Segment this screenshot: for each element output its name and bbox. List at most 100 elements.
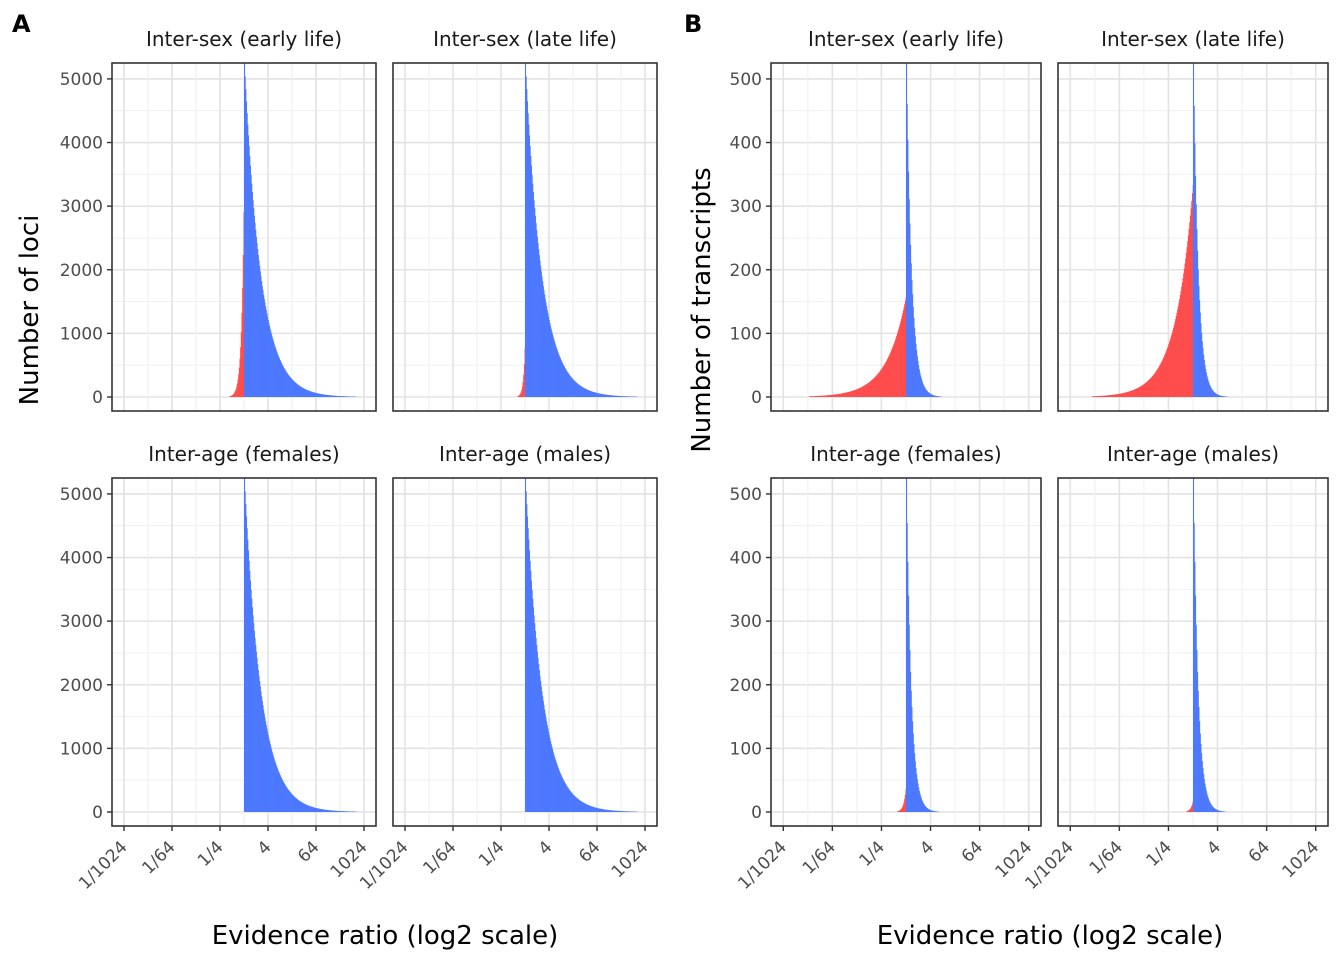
bar-positive [280, 362, 283, 397]
bar-positive [269, 743, 271, 812]
bar-negative [1152, 375, 1154, 397]
bar-positive [544, 294, 546, 397]
bar-positive [536, 229, 538, 397]
bar-positive [1194, 561, 1196, 812]
bar-negative [242, 254, 244, 397]
bar-positive [251, 607, 253, 812]
bar-positive [622, 811, 624, 812]
bar-positive [323, 394, 325, 397]
bar-negative [1182, 278, 1184, 397]
bar-positive [346, 396, 349, 397]
bar-positive [307, 390, 309, 397]
bar-positive [530, 165, 532, 397]
bar-negative [1121, 393, 1123, 397]
bar-positive [282, 780, 284, 812]
y-tick-label: 2000 [60, 261, 103, 281]
bar-negative [867, 383, 869, 397]
bar-positive [584, 388, 586, 397]
bar-positive [331, 395, 333, 397]
bar-negative [1144, 383, 1146, 397]
bar-positive [908, 624, 910, 812]
facet-title: Inter-age (females) [810, 442, 1001, 466]
bar-positive [1222, 811, 1224, 812]
bar-negative [1094, 396, 1096, 397]
bar-positive [339, 811, 341, 812]
x-tick-label: 64 [575, 837, 604, 866]
bar-negative [832, 394, 834, 397]
bar-negative [1191, 193, 1194, 397]
y-tick-label: 4000 [60, 549, 103, 569]
bar-positive [931, 394, 933, 397]
bar-positive [561, 776, 563, 812]
bar-positive [590, 391, 592, 397]
bar-negative [1183, 268, 1185, 397]
bar-positive [323, 809, 325, 812]
bar-negative [867, 382, 869, 397]
bar-positive [925, 389, 927, 397]
bar-positive [525, 478, 527, 812]
bar-positive [563, 366, 565, 397]
bar-positive [265, 724, 267, 812]
bar-positive [1200, 744, 1202, 812]
bar-positive [924, 387, 926, 397]
bar-positive [275, 347, 277, 397]
bar-positive [587, 389, 589, 397]
bar-positive [605, 809, 607, 812]
bar-negative [1109, 395, 1111, 397]
bar-positive [289, 791, 291, 812]
bar-positive [597, 808, 599, 812]
bar-negative [241, 312, 243, 397]
bar-positive [614, 810, 616, 812]
bar-positive [922, 384, 924, 397]
bar-negative [1188, 228, 1190, 397]
bar-negative [523, 374, 525, 397]
bar-positive [581, 386, 583, 397]
bar-negative [834, 394, 836, 397]
bar-positive [330, 810, 332, 812]
bar-negative [1177, 306, 1179, 397]
bar-positive [346, 811, 349, 812]
bar-positive [912, 294, 914, 397]
bar-positive [552, 751, 554, 812]
bar-negative [883, 365, 885, 397]
bar-positive [335, 395, 337, 397]
bar-positive [561, 361, 563, 397]
bar-negative [1151, 376, 1153, 397]
bar-positive [546, 721, 548, 812]
bar-positive [624, 396, 626, 397]
bar-positive [338, 396, 340, 397]
bar-positive [284, 370, 286, 397]
bar-positive [277, 770, 279, 812]
y-tick-label: 300 [730, 612, 762, 632]
bar-positive [255, 229, 257, 397]
bar-positive [528, 124, 530, 397]
bar-positive [277, 355, 279, 397]
bar-positive [550, 328, 552, 397]
bar-positive [554, 758, 556, 812]
bar-positive [342, 396, 344, 397]
bar-positive [296, 383, 298, 397]
bar-positive [550, 740, 552, 812]
bar-negative [1114, 394, 1116, 397]
bar-negative [1156, 369, 1158, 397]
bar-positive [933, 810, 935, 812]
bar-positive [547, 728, 549, 812]
bar-positive [313, 807, 315, 812]
bar-positive [1212, 390, 1214, 397]
bar-negative [1160, 362, 1162, 397]
bar-negative [875, 375, 878, 397]
bar-positive [529, 560, 531, 812]
bar-positive [338, 811, 340, 812]
bar-positive [313, 392, 315, 397]
bar-negative [238, 374, 240, 397]
bar-negative [816, 396, 818, 397]
panel-border [770, 62, 1042, 412]
bar-negative [1113, 394, 1115, 397]
bar-positive [278, 358, 281, 397]
bar-positive [617, 810, 619, 812]
bar-positive [579, 800, 581, 812]
bar-negative [844, 392, 846, 397]
bar-positive [934, 811, 936, 812]
bar-positive [329, 810, 331, 812]
bar-negative [1173, 327, 1175, 397]
